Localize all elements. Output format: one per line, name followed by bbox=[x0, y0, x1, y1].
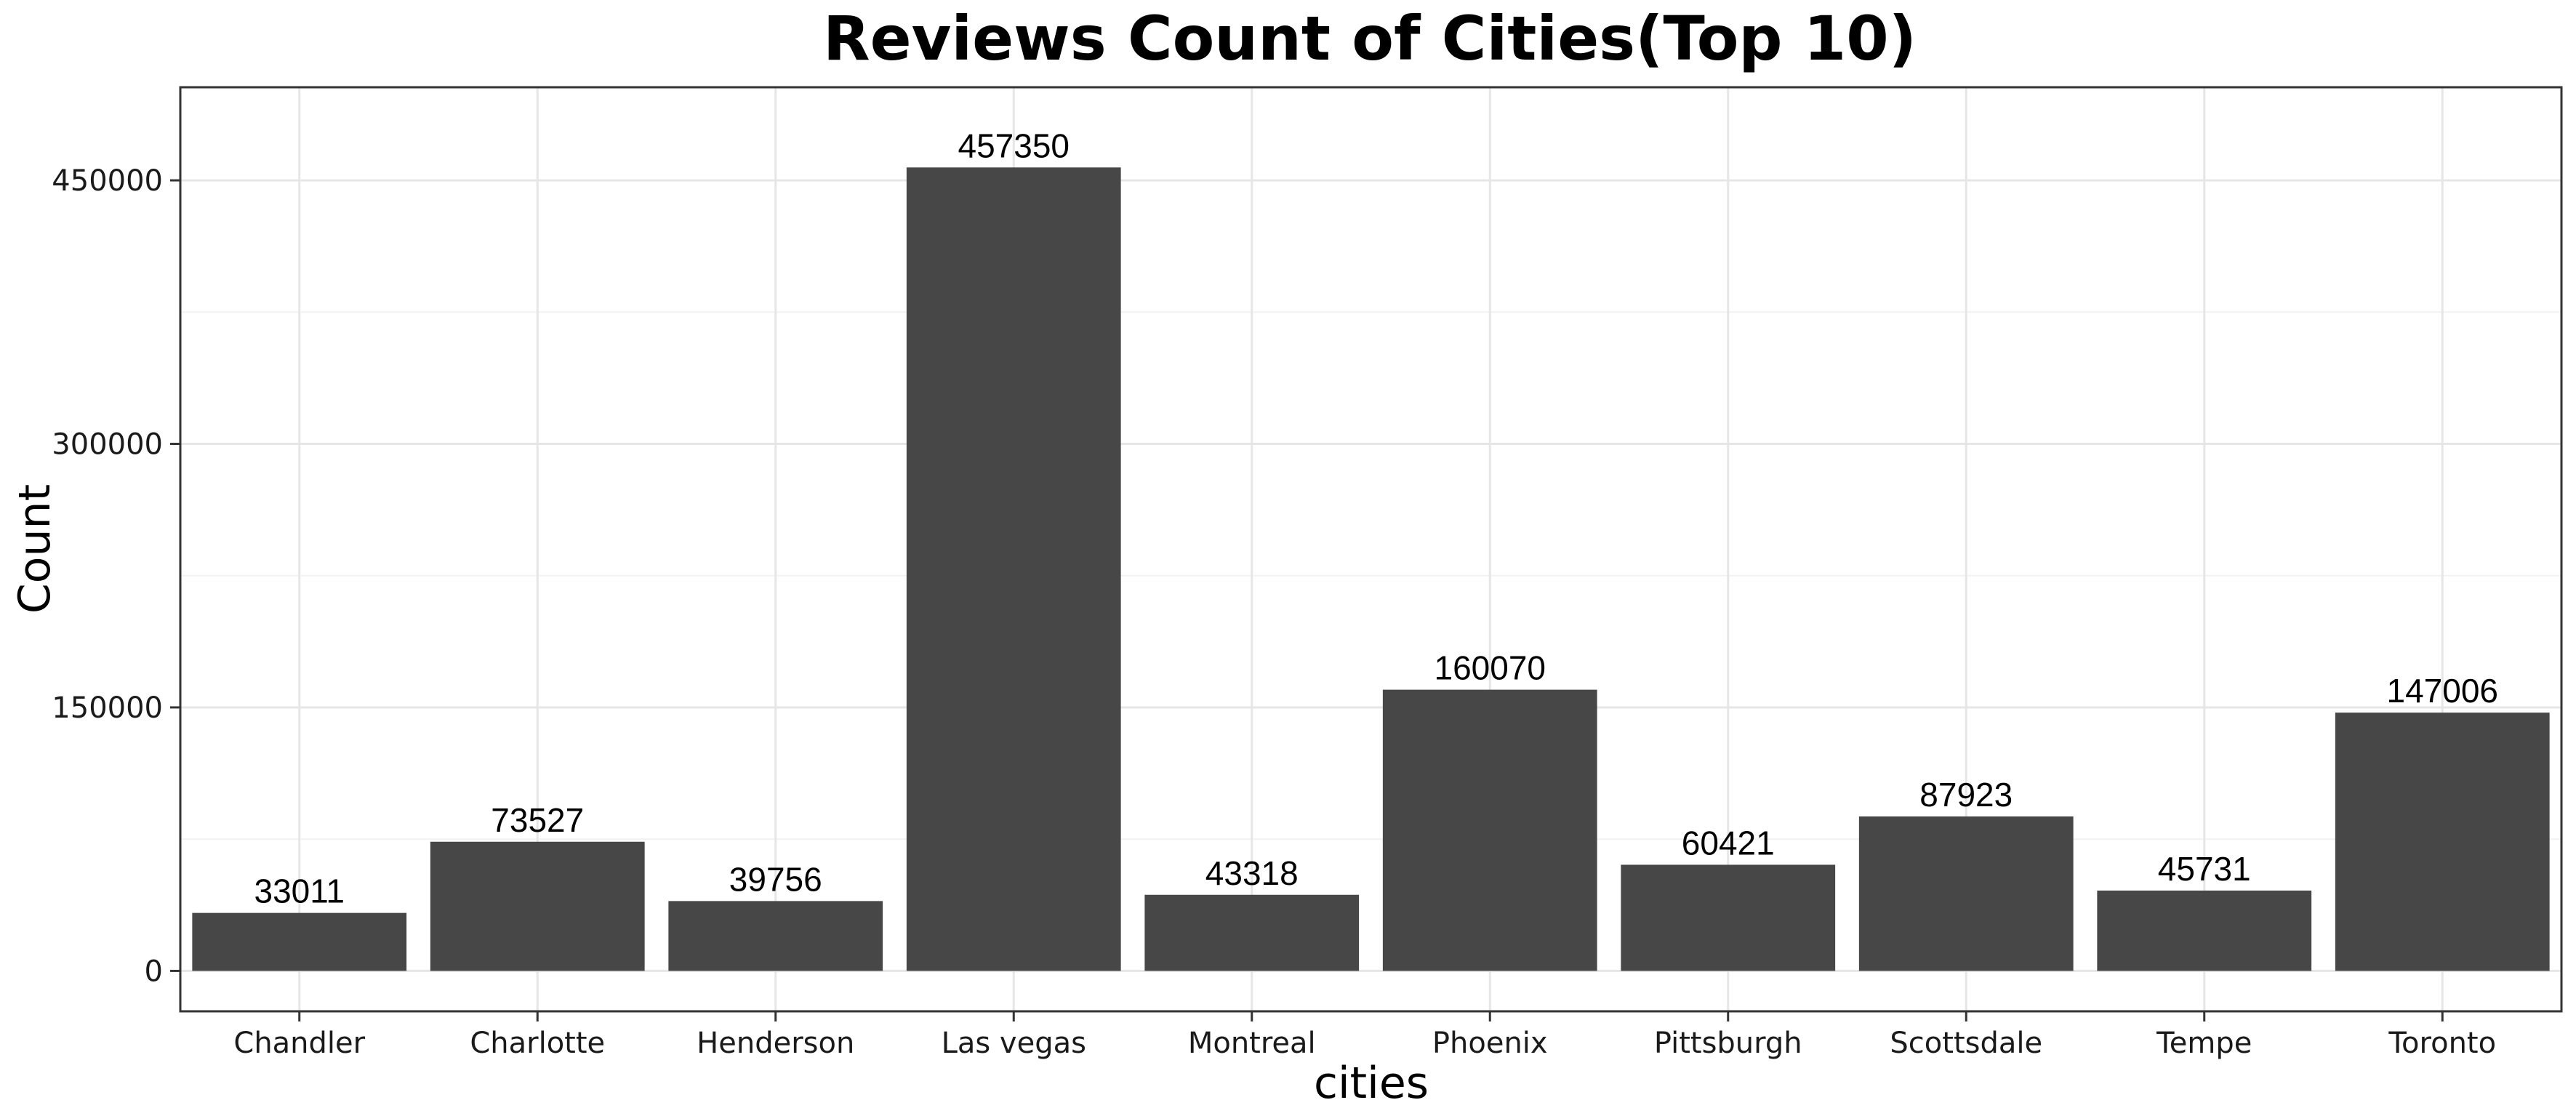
x-tick-label: Pittsburgh bbox=[1654, 1027, 1802, 1060]
bar-charlotte bbox=[430, 841, 645, 971]
x-tick-label: Charlotte bbox=[470, 1027, 605, 1060]
bar-toronto bbox=[2335, 712, 2550, 971]
chart-title: Reviews Count of Cities(Top 10) bbox=[823, 3, 1917, 74]
x-tick-label: Montreal bbox=[1188, 1027, 1316, 1060]
x-tick-label: Henderson bbox=[697, 1027, 854, 1060]
bar-phoenix bbox=[1382, 689, 1597, 971]
plot-panel-border bbox=[179, 86, 2563, 1013]
data-labels: 33011 73527 39756 457350 43318 160070 60421 879… bbox=[254, 127, 2498, 910]
bar-montreal bbox=[1144, 894, 1360, 971]
minor-gridlines bbox=[180, 311, 2561, 840]
x-axis-title: cities bbox=[1314, 1058, 1429, 1109]
y-axis-title: Count bbox=[9, 484, 60, 614]
y-tick-label: 450000 bbox=[52, 164, 163, 198]
bars bbox=[192, 167, 2550, 971]
x-tick-label: Chandler bbox=[233, 1027, 365, 1060]
x-tick-label: Toronto bbox=[2388, 1027, 2496, 1060]
x-tick-label: Tempe bbox=[2156, 1027, 2252, 1060]
data-label: 45731 bbox=[2158, 850, 2251, 888]
data-label: 87923 bbox=[1919, 776, 2013, 814]
y-tick-label: 150000 bbox=[52, 691, 163, 725]
data-label: 33011 bbox=[254, 872, 345, 910]
data-label: 43318 bbox=[1205, 854, 1299, 892]
bar-las-vegas bbox=[906, 167, 1121, 971]
bar-tempe bbox=[2097, 890, 2312, 971]
y-axis: 0 150000 300000 450000 bbox=[52, 164, 180, 988]
y-tick-label: 300000 bbox=[52, 428, 163, 462]
bar-pittsburgh bbox=[1621, 864, 1836, 971]
data-label: 60421 bbox=[1682, 824, 1775, 862]
x-tick-label: Phoenix bbox=[1432, 1027, 1548, 1060]
data-label: 147006 bbox=[2387, 672, 2499, 710]
data-label: 39756 bbox=[729, 860, 822, 898]
data-label: 73527 bbox=[491, 801, 584, 839]
x-tick-label: Las vegas bbox=[942, 1027, 1086, 1060]
data-label: 160070 bbox=[1435, 649, 1546, 687]
bar-scottsdale bbox=[1858, 816, 2074, 971]
bar-henderson bbox=[668, 901, 883, 971]
x-axis: Chandler Charlotte Henderson Las vegas Montr… bbox=[233, 1011, 2496, 1060]
x-tick-label: Scottsdale bbox=[1890, 1027, 2042, 1060]
data-label: 457350 bbox=[958, 127, 1070, 164]
y-tick-label: 0 bbox=[145, 955, 163, 988]
bar-chandler bbox=[192, 912, 407, 971]
